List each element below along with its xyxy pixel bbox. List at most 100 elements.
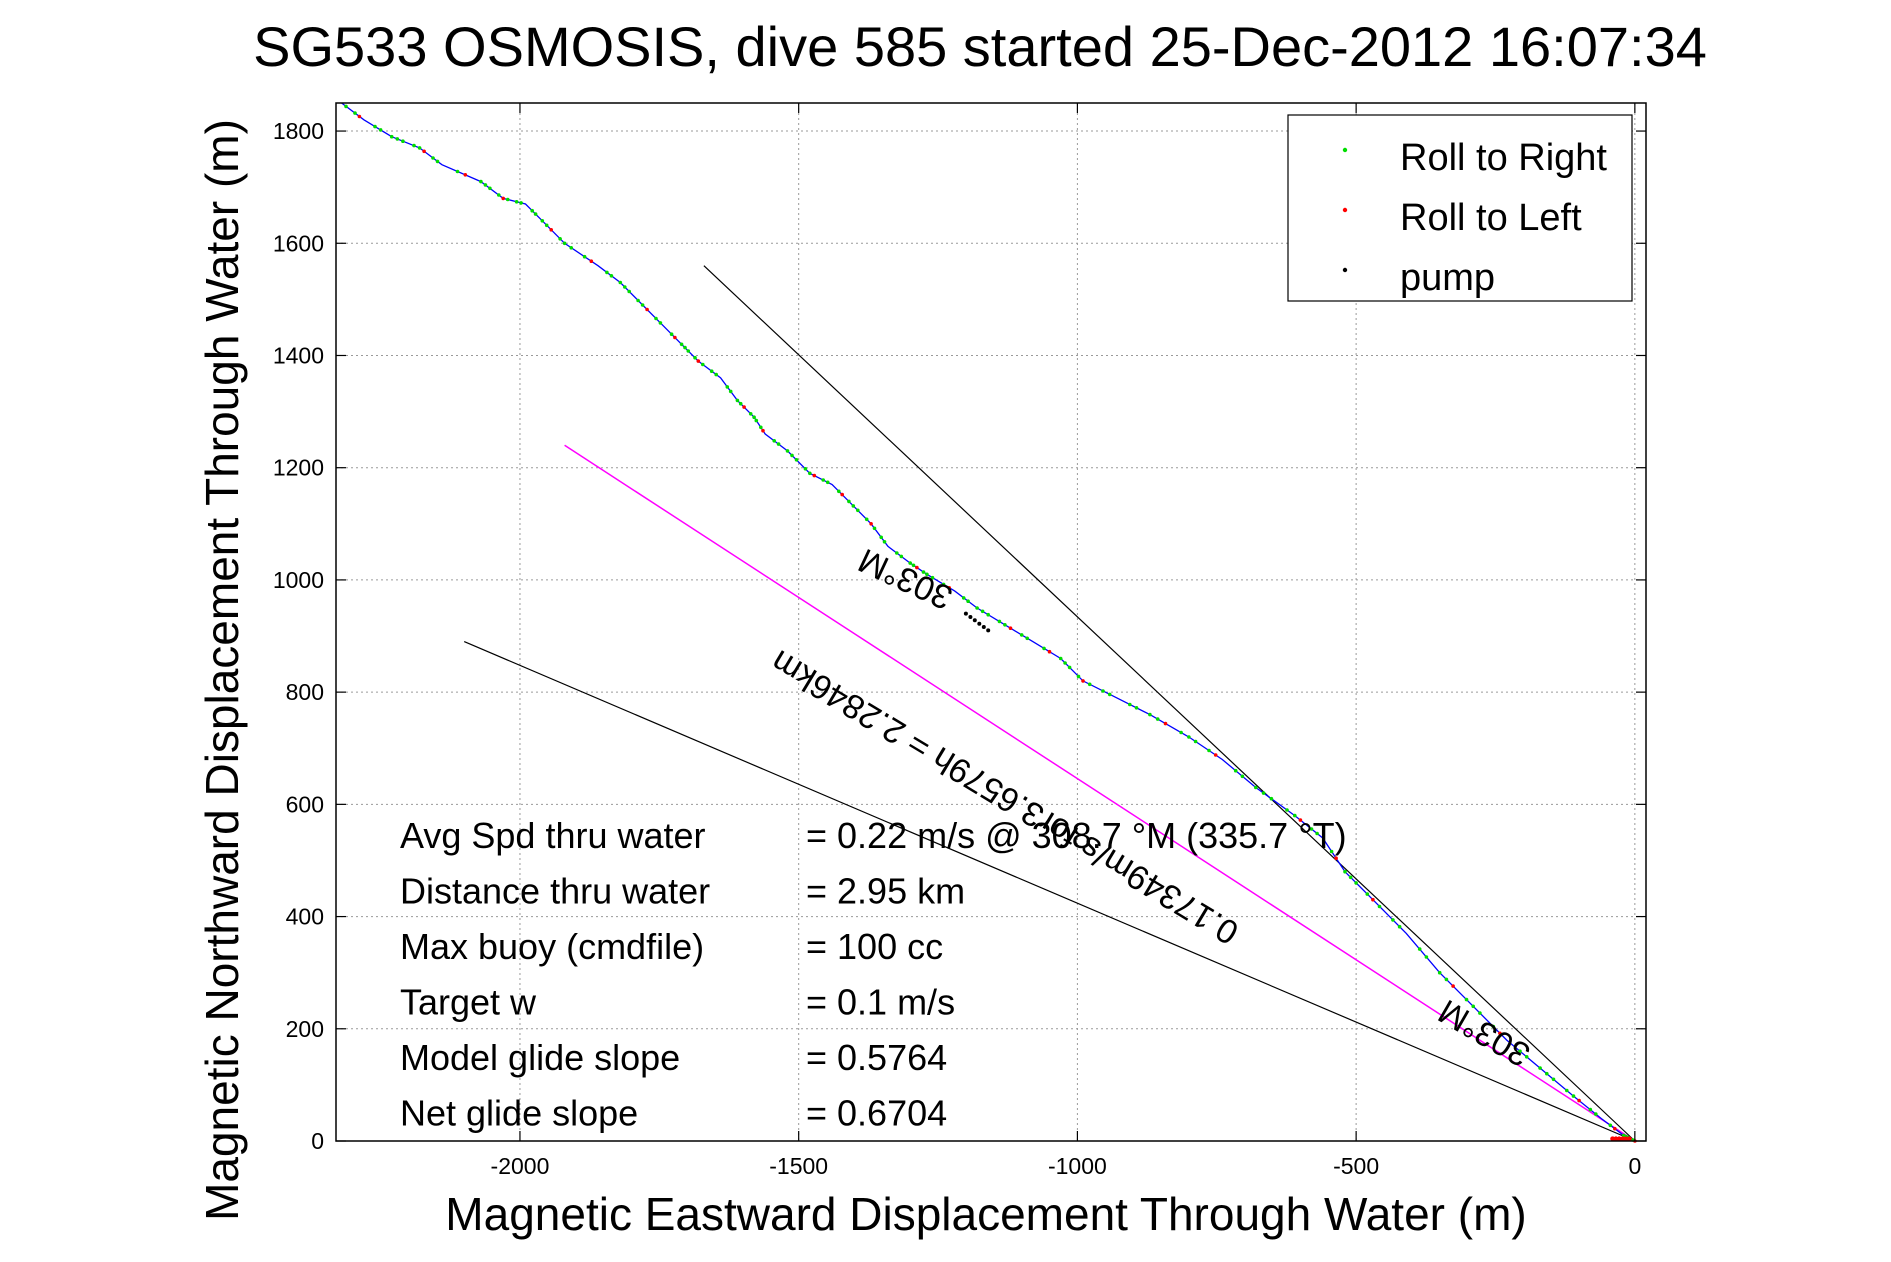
roll-right-point: [997, 619, 1002, 624]
roll-left-point: [1610, 1136, 1615, 1142]
track-line: [341, 102, 1636, 1142]
roll-right-point: [808, 471, 812, 476]
roll-right-point: [1571, 1094, 1576, 1098]
plot-area: [335, 102, 1647, 1142]
roll-right-point: [1538, 1066, 1542, 1070]
roll-right-point: [1608, 1123, 1613, 1128]
roll-right-point: [1437, 970, 1442, 975]
roll-right-point: [562, 241, 567, 246]
roll-left-point: [1626, 1136, 1632, 1142]
roll-right-point: [1417, 947, 1422, 951]
roll-right-point: [879, 535, 883, 540]
y-tick-label: 400: [286, 904, 324, 930]
roll-right-point: [1148, 712, 1152, 717]
roll-right-point: [669, 332, 674, 337]
roll-left-point: [645, 307, 649, 312]
roll-right-point: [738, 401, 743, 406]
legend-marker: [1342, 267, 1348, 273]
roll-right-point: [1003, 623, 1007, 627]
roll-right-point: [488, 186, 492, 191]
pump-point: [968, 615, 973, 619]
roll-right-point: [899, 554, 904, 559]
roll-right-point: [1545, 1071, 1549, 1076]
roll-right-point: [908, 561, 912, 565]
x-tick-label: -500: [1333, 1153, 1379, 1179]
roll-right-point: [533, 212, 538, 216]
roll-left-point: [1451, 984, 1455, 988]
legend-label: pump: [1400, 257, 1495, 299]
roll-right-point: [961, 596, 966, 600]
roll-right-point: [728, 389, 733, 394]
roll-right-point: [966, 599, 970, 603]
axis-ticks: -2000 -1500 -1000 -500 0 0 200 400 600 800 1000 120…: [273, 103, 1646, 1179]
stat-label: Target w: [400, 982, 537, 1023]
roll-right-point: [1309, 827, 1314, 831]
roll-right-point: [1019, 633, 1024, 637]
roll-right-point: [483, 183, 488, 187]
roll-right-point: [1377, 904, 1382, 909]
roll-left-point: [589, 259, 594, 264]
roll-right-point: [431, 156, 435, 160]
roll-right-point: [752, 415, 756, 420]
roll-right-point: [435, 159, 440, 164]
roll-right-point: [1134, 706, 1139, 710]
track-series: [341, 102, 1636, 1142]
roll-right-point: [748, 412, 753, 416]
roll-right-point: [479, 179, 483, 184]
roll-right-point: [709, 369, 714, 374]
roll-right-point: [1551, 1077, 1556, 1082]
roll-right-point: [856, 508, 860, 513]
roll-right-point: [941, 582, 946, 587]
roll-left-point: [1498, 1031, 1502, 1036]
roll-right-point: [609, 274, 614, 278]
stat-label: Avg Spd thru water: [400, 815, 706, 856]
roll-right-point: [776, 442, 781, 446]
roll-right-point: [627, 289, 631, 294]
roll-right-point: [701, 362, 705, 367]
roll-right-point: [1285, 808, 1289, 812]
roll-right-point: [1261, 791, 1266, 795]
roll-right-point: [921, 570, 926, 574]
roll-right-point: [1063, 661, 1067, 665]
stat-value: = 2.95 km: [806, 871, 965, 912]
roll-right-point: [911, 563, 916, 568]
roll-right-point: [772, 439, 776, 443]
roll-right-point: [1471, 1004, 1475, 1009]
chart-title: SG533 OSMOSIS, dive 585 started 25-Dec-2…: [253, 15, 1707, 78]
roll-right-point: [1424, 955, 1429, 959]
roll-left-point: [1613, 1126, 1617, 1131]
roll-right-point: [1233, 768, 1238, 773]
roll-right-point: [1365, 892, 1370, 896]
roll-right-point: [794, 458, 799, 462]
roll-right-point: [1565, 1088, 1569, 1093]
x-tick-label: -1000: [1048, 1153, 1107, 1179]
stat-label: Net glide slope: [400, 1093, 638, 1134]
roll-right-point: [1588, 1107, 1593, 1112]
roll-right-point: [455, 169, 460, 174]
roll-right-point: [725, 385, 730, 389]
roll-right-point: [821, 478, 825, 482]
roll-right-point: [1067, 665, 1072, 670]
roll-right-point: [1207, 748, 1211, 753]
roll-left-point: [1163, 721, 1168, 726]
roll-left-point: [1008, 626, 1013, 630]
roll-right-point: [505, 197, 510, 202]
roll-right-point: [980, 609, 985, 614]
roll-right-point: [1391, 918, 1395, 922]
roll-left-point: [1577, 1098, 1581, 1103]
roll-left-point: [1298, 818, 1303, 822]
roll-right-point: [1329, 849, 1334, 854]
stat-label: Max buoy (cmdfile): [400, 926, 704, 967]
roll-left-point: [501, 196, 506, 201]
roll-right-point: [930, 575, 935, 580]
roll-right-point: [1293, 813, 1297, 818]
roll-right-point: [1354, 881, 1358, 885]
roll-right-point: [540, 219, 545, 223]
roll-left-point: [463, 173, 468, 177]
roll-left-point: [1334, 856, 1338, 860]
roll-right-point: [412, 143, 416, 148]
roll-right-point: [1076, 674, 1081, 679]
roll-right-point: [530, 208, 534, 213]
roll-left-point: [1081, 679, 1085, 683]
legend-marker: [1342, 147, 1348, 153]
